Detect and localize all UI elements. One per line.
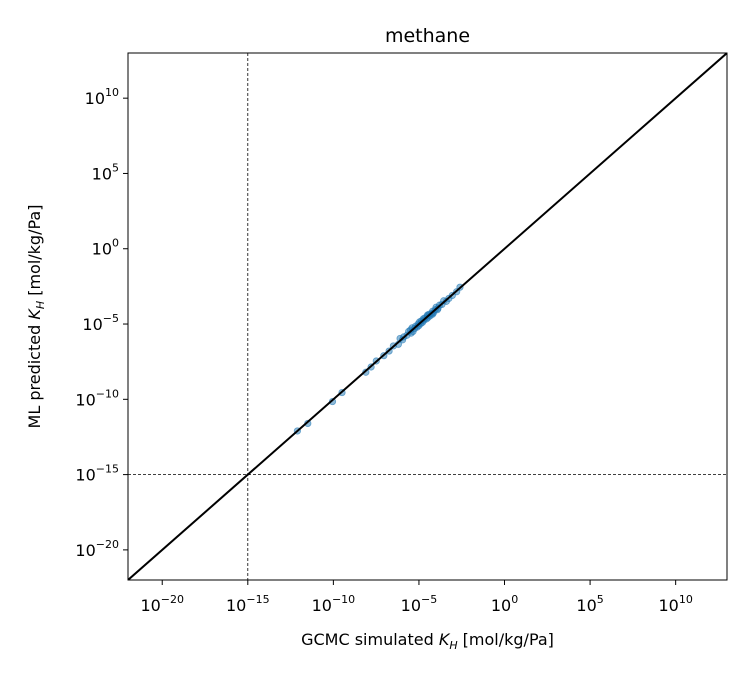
x-axis-label: GCMC simulated KH [mol/kg/Pa]: [301, 630, 554, 652]
y-axis-label: ML predicted KH [mol/kg/Pa]: [25, 205, 47, 429]
x-axis: 10−20 10−15 10−10 10−5 100 105 1010: [140, 580, 693, 615]
y-axis: 10−20 10−15 10−10 10−5 100 105 1010: [75, 86, 128, 560]
x-tick-label: 10−15: [226, 593, 270, 615]
plot-frame: [127, 52, 728, 581]
x-tick-label: 105: [576, 593, 603, 615]
y-tick-label: 100: [92, 237, 119, 259]
x-tick-label: 1010: [658, 593, 692, 615]
y-tick-label: 10−5: [82, 312, 119, 334]
y-tick-label: 10−20: [75, 538, 119, 560]
y-tick-label: 10−15: [75, 463, 119, 485]
chart-title: methane: [385, 25, 470, 47]
x-tick-label: 10−20: [140, 593, 184, 615]
parity-line: [128, 53, 727, 580]
y-tick-label: 1010: [85, 86, 119, 108]
y-tick-label: 105: [92, 161, 119, 183]
plot-area: [128, 53, 727, 580]
x-tick-label: 10−5: [401, 593, 438, 615]
x-tick-label: 100: [491, 593, 518, 615]
y-tick-label: 10−10: [75, 387, 119, 409]
x-tick-label: 10−10: [312, 593, 356, 615]
